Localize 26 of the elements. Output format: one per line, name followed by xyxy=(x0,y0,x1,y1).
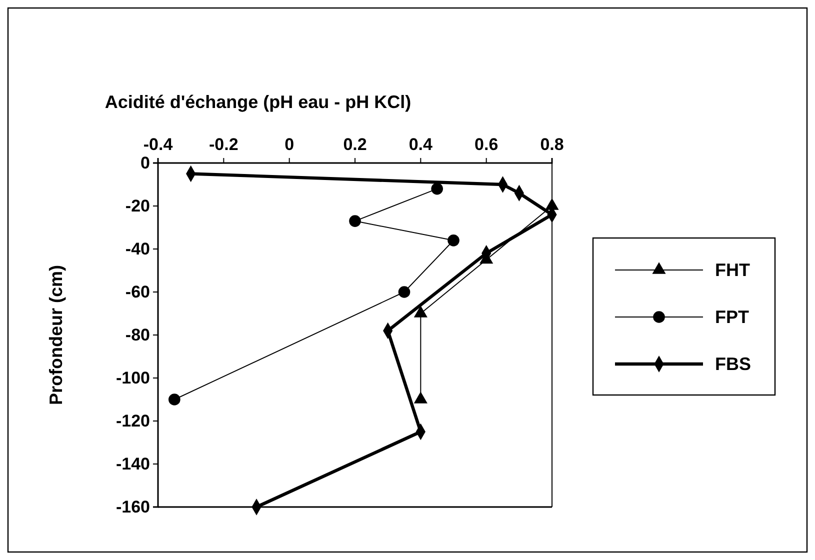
x-tick-label: 0.8 xyxy=(540,134,564,154)
point xyxy=(349,215,361,227)
y-tick-label: -20 xyxy=(125,196,150,216)
x-tick-label: -0.2 xyxy=(209,134,238,154)
y-tick-label: -60 xyxy=(125,282,150,302)
x-axis-title: Acidité d'échange (pH eau - pH KCl) xyxy=(104,92,412,112)
y-axis-title: Profondeur (cm) xyxy=(46,264,66,406)
legend-label: FPT xyxy=(715,307,749,327)
y-tick-label: -140 xyxy=(116,454,150,474)
y-tick-label: 0 xyxy=(140,153,150,172)
y-tick-label: -40 xyxy=(125,239,150,258)
y-tick-label: -120 xyxy=(116,411,150,430)
point xyxy=(448,234,460,246)
point xyxy=(431,182,443,195)
legend-label: FHT xyxy=(715,260,750,280)
x-tick-label: -0.4 xyxy=(143,134,174,154)
x-tick-label: 0.4 xyxy=(408,134,434,154)
y-tick-label: -80 xyxy=(125,325,150,344)
y-tick-label: -100 xyxy=(116,368,150,388)
y-tick-label: -160 xyxy=(116,497,150,516)
point xyxy=(398,286,410,298)
x-tick-label: 0.2 xyxy=(343,134,367,154)
legend-label: FBS xyxy=(715,354,751,374)
point xyxy=(168,394,180,406)
x-tick-label: 0.6 xyxy=(474,134,498,154)
x-tick-label: 0 xyxy=(284,134,294,154)
